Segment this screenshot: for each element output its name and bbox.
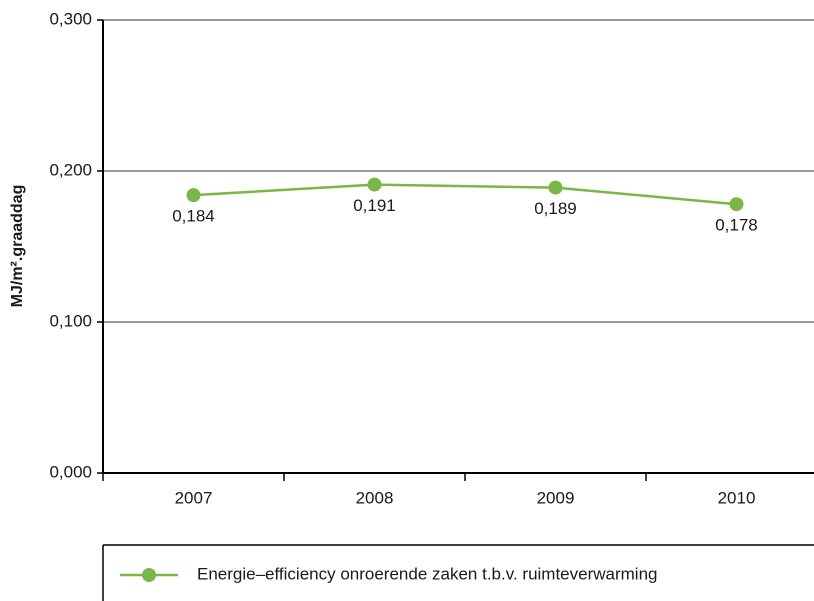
series-line xyxy=(193,183,737,206)
y-tick-label: 0,100 xyxy=(49,311,92,330)
data-point xyxy=(548,180,563,195)
data-point xyxy=(729,197,744,212)
x-tick-label: 2007 xyxy=(175,488,213,507)
x-tick-label: 2009 xyxy=(537,488,575,507)
x-tick-label: 2010 xyxy=(718,488,756,507)
data-label: 0,189 xyxy=(534,199,577,218)
data-point xyxy=(186,188,201,203)
y-axis-label: MJ/m².graaddag xyxy=(9,185,26,308)
y-tick-label: 0,300 xyxy=(49,9,92,28)
x-tick-label: 2008 xyxy=(356,488,394,507)
y-tick-label: 0,000 xyxy=(49,462,92,481)
legend-label: Energie–efficiency onroerende zaken t.b.… xyxy=(197,564,658,583)
y-tick-label: 0,200 xyxy=(49,160,92,179)
data-label: 0,178 xyxy=(715,216,758,235)
data-point xyxy=(367,177,382,192)
legend-marker xyxy=(142,568,156,582)
data-label: 0,184 xyxy=(172,207,215,226)
data-label: 0,191 xyxy=(353,196,396,215)
